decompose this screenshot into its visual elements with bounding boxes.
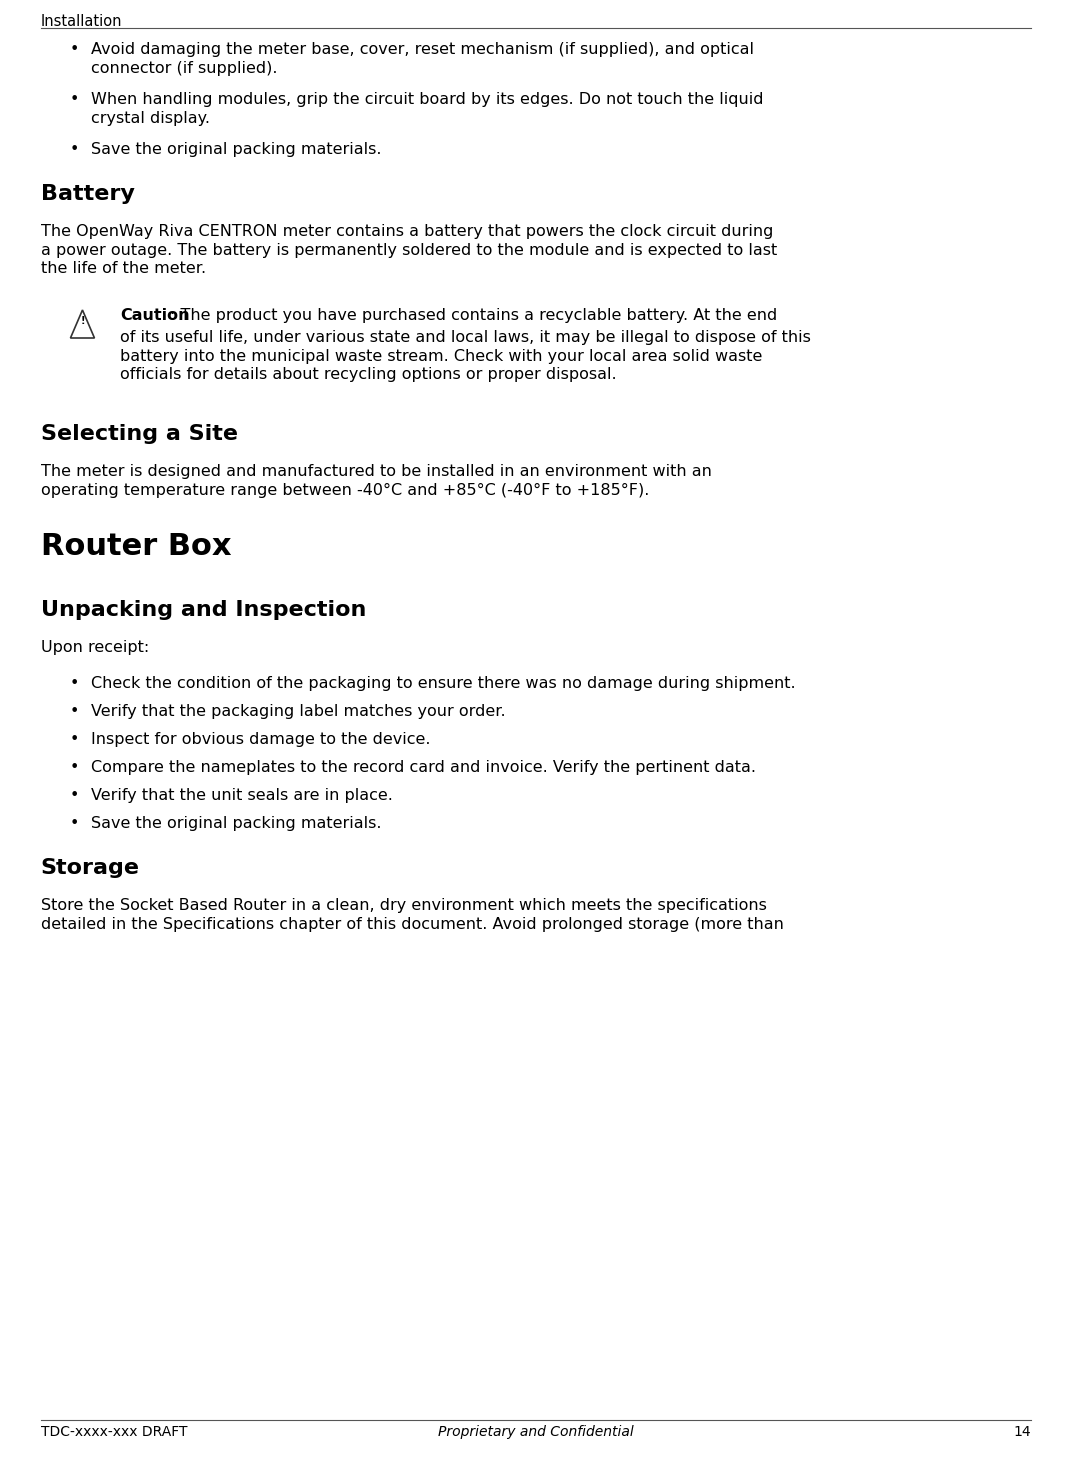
Text: Inspect for obvious damage to the device.: Inspect for obvious damage to the device… <box>91 731 431 748</box>
Text: Avoid damaging the meter base, cover, reset mechanism (if supplied), and optical: Avoid damaging the meter base, cover, re… <box>91 42 754 76</box>
Text: •: • <box>70 704 79 718</box>
Text: Installation: Installation <box>41 15 122 29</box>
Text: Verify that the packaging label matches your order.: Verify that the packaging label matches … <box>91 704 506 718</box>
Text: •: • <box>70 816 79 831</box>
Text: Storage: Storage <box>41 858 139 877</box>
Text: Upon receipt:: Upon receipt: <box>41 639 149 656</box>
Text: The meter is designed and manufactured to be installed in an environment with an: The meter is designed and manufactured t… <box>41 464 712 498</box>
Text: The OpenWay Riva CENTRON meter contains a battery that powers the clock circuit : The OpenWay Riva CENTRON meter contains … <box>41 223 777 276</box>
Text: •: • <box>70 761 79 775</box>
Text: Router Box: Router Box <box>41 531 232 561</box>
Text: Store the Socket Based Router in a clean, dry environment which meets the specif: Store the Socket Based Router in a clean… <box>41 898 784 931</box>
Text: !: ! <box>80 315 85 326</box>
Text: •: • <box>70 142 79 158</box>
Text: Proprietary and Confidential: Proprietary and Confidential <box>438 1425 634 1440</box>
Text: •: • <box>70 92 79 107</box>
Text: Save the original packing materials.: Save the original packing materials. <box>91 142 382 158</box>
Text: •: • <box>70 42 79 57</box>
Text: Check the condition of the packaging to ensure there was no damage during shipme: Check the condition of the packaging to … <box>91 676 795 691</box>
Text: Selecting a Site: Selecting a Site <box>41 423 238 444</box>
Text: When handling modules, grip the circuit board by its edges. Do not touch the liq: When handling modules, grip the circuit … <box>91 92 763 126</box>
Text: Battery: Battery <box>41 184 135 204</box>
Text: Verify that the unit seals are in place.: Verify that the unit seals are in place. <box>91 788 393 803</box>
Text: Caution: Caution <box>120 308 190 323</box>
Text: •: • <box>70 676 79 691</box>
Text: Compare the nameplates to the record card and invoice. Verify the pertinent data: Compare the nameplates to the record car… <box>91 761 756 775</box>
Text: Save the original packing materials.: Save the original packing materials. <box>91 816 382 831</box>
Text: TDC-xxxx-xxx DRAFT: TDC-xxxx-xxx DRAFT <box>41 1425 188 1440</box>
Text: 14: 14 <box>1014 1425 1031 1440</box>
Text: Unpacking and Inspection: Unpacking and Inspection <box>41 600 367 620</box>
Text: •: • <box>70 788 79 803</box>
Text: : The product you have purchased contains a recyclable battery. At the end: : The product you have purchased contain… <box>170 308 777 323</box>
Text: •: • <box>70 731 79 748</box>
Text: of its useful life, under various state and local laws, it may be illegal to dis: of its useful life, under various state … <box>120 330 810 383</box>
